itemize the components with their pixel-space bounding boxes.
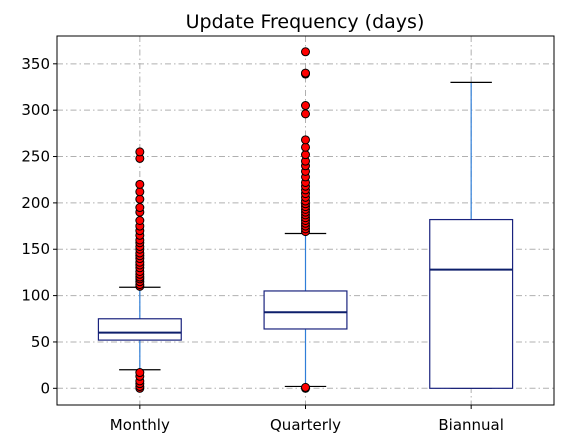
box-iqr [97, 318, 182, 341]
outlier-point [135, 194, 145, 204]
outlier-point [301, 68, 310, 78]
outlier-point [301, 382, 310, 392]
outlier-point [135, 203, 145, 213]
y-tick-label: 300 [21, 101, 50, 119]
outlier-point [301, 135, 310, 145]
chart-title: Update Frequency (days) [186, 11, 425, 33]
y-tick-label: 150 [21, 240, 50, 258]
outlier-point [135, 179, 145, 189]
box-iqr [429, 218, 514, 389]
y-tick-label: 350 [21, 55, 50, 73]
x-tick-label: Quarterly [270, 416, 341, 434]
outlier-point [301, 109, 310, 119]
box-iqr [263, 290, 348, 330]
box-biannual [429, 81, 514, 389]
y-axis: 0 50 100 150 200 250 300 350 [21, 55, 57, 397]
y-tick-label: 0 [40, 379, 50, 397]
y-tick-label: 50 [31, 333, 50, 351]
outlier-point [135, 147, 145, 157]
y-tick-label: 100 [21, 287, 50, 305]
y-tick-label: 250 [21, 148, 50, 166]
x-axis: Monthly Quarterly Biannual [110, 405, 504, 434]
x-tick-label: Biannual [438, 416, 504, 434]
box-quarterly [263, 232, 348, 388]
outlier-point [301, 101, 310, 111]
outlier-point [135, 368, 145, 378]
outlier-point [135, 187, 145, 197]
x-tick-label: Monthly [110, 416, 170, 434]
outlier-point [301, 142, 310, 152]
outlier-point [135, 216, 145, 225]
outlier-point [301, 150, 310, 160]
outliers [135, 47, 310, 393]
box-monthly [97, 286, 182, 371]
outlier-point [301, 47, 310, 57]
y-tick-label: 200 [21, 194, 50, 212]
